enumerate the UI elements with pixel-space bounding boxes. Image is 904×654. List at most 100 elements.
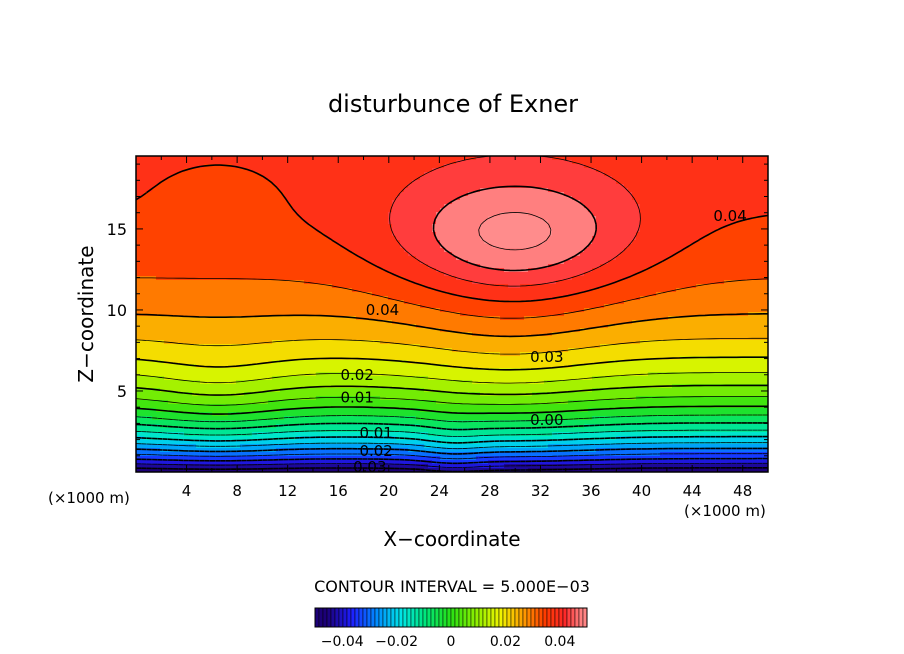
contour-cell: [240, 224, 245, 229]
contour-cell: [260, 216, 265, 221]
contour-cell: [424, 248, 429, 253]
contour-cell: [400, 200, 405, 205]
contour-cell: [348, 168, 353, 173]
contour-cell: [360, 272, 365, 277]
contour-cell: [660, 180, 665, 185]
contour-cell: [468, 252, 473, 257]
contour-cell: [272, 224, 277, 229]
contour-cell: [436, 208, 441, 213]
contour-cell: [724, 244, 729, 249]
contour-cell: [348, 264, 353, 269]
contour-cell: [288, 256, 293, 261]
contour-cell: [176, 168, 181, 173]
contour-cell: [456, 220, 461, 225]
contour-cell: [492, 256, 497, 261]
contour-cell: [468, 256, 473, 261]
contour-cell: [172, 204, 177, 209]
contour-cell: [300, 172, 305, 177]
contour-cell: [664, 156, 669, 161]
contour-cell: [560, 176, 565, 181]
contour-cell: [420, 280, 425, 285]
contour-cell: [248, 280, 253, 285]
contour-cell: [676, 244, 681, 249]
contour-cell: [632, 176, 637, 181]
contour-cell: [436, 276, 441, 281]
contour-cell: [460, 268, 465, 273]
contour-cell: [324, 240, 329, 245]
contour-cell: [408, 244, 413, 249]
contour-cell: [496, 188, 501, 193]
contour-cell: [736, 260, 741, 265]
contour-cell: [624, 272, 629, 277]
contour-cell: [416, 204, 421, 209]
contour-cell: [744, 248, 749, 253]
contour-cell: [260, 264, 265, 269]
contour-cell: [312, 276, 317, 281]
contour-cell: [200, 228, 205, 233]
contour-cell: [148, 164, 153, 169]
contour-cell: [180, 172, 185, 177]
contour-cell: [472, 220, 477, 225]
contour-cell: [424, 260, 429, 265]
contour-cell: [188, 220, 193, 225]
contour-cell: [212, 164, 217, 169]
contour-cell: [468, 280, 473, 285]
contour-cell: [192, 180, 197, 185]
contour-cell: [452, 264, 457, 269]
contour-cell: [528, 240, 533, 245]
contour-cell: [612, 240, 617, 245]
contour-cell: [756, 184, 761, 189]
contour-cell: [556, 168, 561, 173]
contour-cell: [680, 228, 685, 233]
contour-cell: [308, 236, 313, 241]
contour-cell: [456, 252, 461, 257]
contour-cell: [316, 168, 321, 173]
contour-cell: [500, 220, 505, 225]
contour-cell: [572, 240, 577, 245]
contour-cell: [596, 248, 601, 253]
contour-cell: [576, 228, 581, 233]
contour-cell: [256, 236, 261, 241]
contour-cell: [456, 192, 461, 197]
contour-cell: [664, 208, 669, 213]
contour-cell: [512, 160, 517, 165]
contour-cell: [244, 192, 249, 197]
contour-cell: [248, 268, 253, 273]
contour-cell: [392, 260, 397, 265]
contour-cell: [584, 260, 589, 265]
contour-cell: [532, 168, 537, 173]
contour-cell: [144, 212, 149, 217]
contour-cell: [692, 156, 697, 161]
contour-cell: [544, 232, 549, 237]
contour-cell: [644, 188, 649, 193]
contour-cell: [328, 200, 333, 205]
contour-cell: [280, 272, 285, 277]
contour-cell: [508, 260, 513, 265]
contour-cell: [440, 264, 445, 269]
contour-cell: [288, 212, 293, 217]
contour-cell: [540, 228, 545, 233]
contour-cell: [336, 280, 341, 285]
contour-cell: [232, 188, 237, 193]
contour-cell: [752, 208, 757, 213]
contour-cell: [328, 212, 333, 217]
contour-cell: [392, 200, 397, 205]
contour-cell: [616, 196, 621, 201]
contour-cell: [192, 232, 197, 237]
contour-cell: [448, 256, 453, 261]
contour-cell: [272, 212, 277, 217]
contour-cell: [268, 160, 273, 165]
contour-cell: [348, 208, 353, 213]
contour-cell: [308, 220, 313, 225]
contour-cell: [632, 180, 637, 185]
contour-cell: [172, 220, 177, 225]
contour-cell: [568, 260, 573, 265]
contour-cell: [640, 168, 645, 173]
contour-cell: [428, 200, 433, 205]
contour-cell: [484, 224, 489, 229]
contour-cell: [544, 276, 549, 281]
contour-cell: [232, 252, 237, 257]
contour-cell: [752, 244, 757, 249]
contour-cell: [356, 168, 361, 173]
contour-cell: [744, 208, 749, 213]
